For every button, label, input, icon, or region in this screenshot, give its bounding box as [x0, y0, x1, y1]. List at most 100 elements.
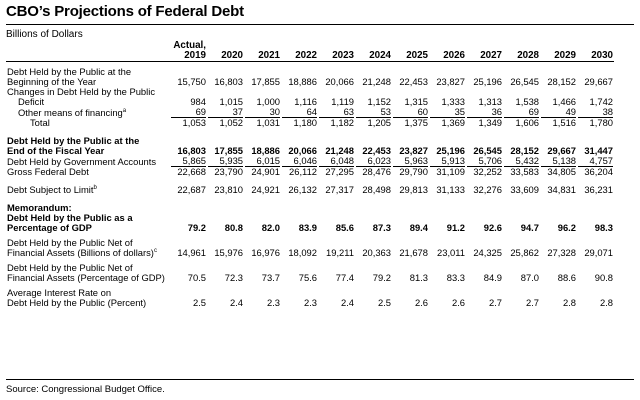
- page-title: CBO’s Projections of Federal Debt: [6, 3, 244, 20]
- value-text: 15,976: [214, 247, 243, 258]
- value-text: 18,092: [288, 247, 317, 258]
- value-cell: 2.5: [355, 298, 392, 308]
- value-text: 16,976: [251, 247, 280, 258]
- value-text: 5,913: [430, 156, 465, 167]
- row-label: Debt Held by the Public (Percent): [6, 298, 170, 308]
- value-text: 1,315: [404, 96, 428, 107]
- row-label-text: Percentage of GDP: [7, 222, 92, 233]
- value-text: 98.3: [594, 222, 613, 233]
- row-label-text: Gross Federal Debt: [7, 166, 89, 177]
- end-label-row: Debt Held by the Public at the: [6, 136, 614, 146]
- value-cell: 22,668: [170, 167, 207, 177]
- net-financial-assets-dollars-row: Financial Assets (Billions of dollars)c 1…: [6, 248, 614, 258]
- empty-cell: [281, 203, 318, 213]
- spacer-row: [6, 195, 614, 203]
- value-cell: 17,855: [207, 146, 244, 156]
- value-cell: 23,011: [429, 248, 466, 258]
- value-cell: 6,048: [318, 156, 355, 167]
- value-cell: 6,015: [244, 156, 281, 167]
- value-cell: 1,052: [207, 118, 244, 128]
- value-text: 34,805: [547, 166, 576, 177]
- value-cell: 25,196: [429, 146, 466, 156]
- value-cell: 16,976: [244, 248, 281, 258]
- value-cell: 36: [466, 107, 503, 118]
- value-text: 81.3: [409, 272, 428, 283]
- value-cell: 2.7: [466, 298, 503, 308]
- value-text: 1,516: [552, 117, 576, 128]
- value-cell: 5,432: [503, 156, 540, 167]
- value-cell: 79.2: [355, 273, 392, 283]
- value-text: 22,453: [399, 76, 428, 87]
- value-cell: 88.6: [540, 273, 577, 283]
- header-actual-label: Actual,: [173, 40, 206, 51]
- value-text: 26,545: [510, 76, 539, 87]
- value-text: 21,248: [325, 145, 354, 156]
- value-text: 5,963: [393, 156, 428, 167]
- row-label: Debt Held by Government Accounts: [6, 156, 170, 167]
- value-cell: 1,315: [392, 97, 429, 107]
- value-cell: 20,066: [318, 77, 355, 87]
- row-label: Other means of financinga: [6, 107, 170, 118]
- value-text: 32,276: [473, 184, 502, 195]
- debt-percent-gdp-row: Percentage of GDP 79.2 80.8 82.0 83.9 85.6 87.…: [6, 223, 614, 233]
- value-cell: 16,803: [170, 146, 207, 156]
- value-cell: 1,516: [540, 118, 577, 128]
- row-label-text: Financial Assets (Billions of dollars): [7, 247, 154, 258]
- value-text: 1,369: [441, 117, 465, 128]
- value-text: 23,827: [399, 145, 428, 156]
- value-cell: 22,453: [392, 77, 429, 87]
- value-cell: 5,706: [466, 156, 503, 167]
- value-text: 83.9: [298, 222, 317, 233]
- header-year: 2024: [355, 41, 392, 62]
- empty-cell: [466, 203, 503, 213]
- value-cell: 6,046: [281, 156, 318, 167]
- value-text: 1,205: [367, 117, 391, 128]
- memo-label-row: Debt Held by the Public as a: [6, 213, 614, 223]
- value-text: 20,066: [288, 145, 317, 156]
- value-cell: 21,678: [392, 248, 429, 258]
- value-cell: 2.4: [318, 298, 355, 308]
- value-cell: 20,363: [355, 248, 392, 258]
- value-cell: 1,182: [318, 118, 355, 128]
- value-text: 94.7: [520, 222, 539, 233]
- value-cell: 1,333: [429, 97, 466, 107]
- row-label: Debt Held by the Public Net of: [7, 262, 133, 273]
- row-label: Debt Held by the Public at the: [7, 66, 132, 77]
- other-financing-row: Other means of financinga 69 37 30 64 63 53 60 3…: [6, 107, 614, 118]
- value-text: 23,011: [437, 247, 465, 258]
- value-cell: 32,276: [466, 185, 503, 195]
- value-text: 2.7: [488, 297, 502, 308]
- value-text: 2.6: [414, 297, 428, 308]
- value-text: 87.0: [520, 272, 539, 283]
- empty-cell: [392, 203, 429, 213]
- value-text: 29,071: [584, 247, 613, 258]
- row-label: Debt Held by the Public at the: [7, 135, 140, 146]
- value-text: 5,706: [467, 156, 502, 167]
- value-text: 82.0: [261, 222, 280, 233]
- value-cell: 1,349: [466, 118, 503, 128]
- value-cell: 29,790: [392, 167, 429, 177]
- value-cell: 2.3: [281, 298, 318, 308]
- value-text: 22,687: [177, 184, 206, 195]
- footnote-marker: a: [122, 107, 127, 114]
- debt-table: Actual, 2019 2020 2021 2022 2023 2024 202…: [6, 41, 614, 308]
- value-cell: 33,609: [503, 185, 540, 195]
- beginning-of-year-row: Beginning of the Year 15,750 16,803 17,855 1…: [6, 77, 614, 87]
- value-cell: 36,231: [577, 185, 614, 195]
- value-cell: 20,066: [281, 146, 318, 156]
- value-text: 91.2: [446, 222, 465, 233]
- value-cell: 14,961: [170, 248, 207, 258]
- value-text: 5,432: [504, 156, 539, 167]
- value-text: 28,476: [362, 166, 391, 177]
- value-cell: 23,827: [392, 146, 429, 156]
- value-text: 19,211: [326, 247, 354, 258]
- value-text: 70.5: [187, 272, 206, 283]
- value-text: 1,333: [441, 96, 465, 107]
- value-text: 1,053: [182, 117, 206, 128]
- header-year: 2030: [577, 41, 614, 62]
- value-text: 14,961: [177, 247, 206, 258]
- value-cell: 24,901: [244, 167, 281, 177]
- value-text: 72.3: [224, 272, 243, 283]
- value-text: 49: [541, 107, 576, 118]
- row-label-text: Debt Subject to Limit: [7, 184, 94, 195]
